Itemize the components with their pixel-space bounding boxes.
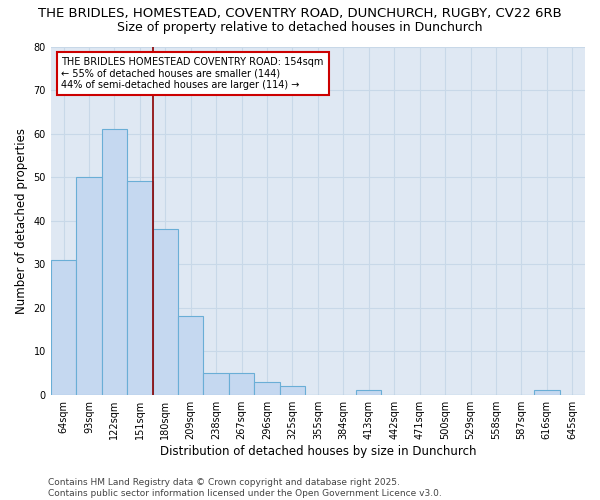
Bar — [51, 260, 76, 394]
Bar — [76, 177, 101, 394]
Bar — [178, 316, 203, 394]
X-axis label: Distribution of detached houses by size in Dunchurch: Distribution of detached houses by size … — [160, 444, 476, 458]
Bar — [254, 382, 280, 394]
Text: Size of property relative to detached houses in Dunchurch: Size of property relative to detached ho… — [117, 21, 483, 34]
Bar — [534, 390, 560, 394]
Text: THE BRIDLES, HOMESTEAD, COVENTRY ROAD, DUNCHURCH, RUGBY, CV22 6RB: THE BRIDLES, HOMESTEAD, COVENTRY ROAD, D… — [38, 8, 562, 20]
Text: THE BRIDLES HOMESTEAD COVENTRY ROAD: 154sqm
← 55% of detached houses are smaller: THE BRIDLES HOMESTEAD COVENTRY ROAD: 154… — [61, 57, 324, 90]
Bar — [203, 373, 229, 394]
Text: Contains HM Land Registry data © Crown copyright and database right 2025.
Contai: Contains HM Land Registry data © Crown c… — [48, 478, 442, 498]
Bar — [356, 390, 382, 394]
Bar — [280, 386, 305, 394]
Y-axis label: Number of detached properties: Number of detached properties — [15, 128, 28, 314]
Bar — [101, 129, 127, 394]
Bar — [229, 373, 254, 394]
Bar — [127, 182, 152, 394]
Bar — [152, 230, 178, 394]
